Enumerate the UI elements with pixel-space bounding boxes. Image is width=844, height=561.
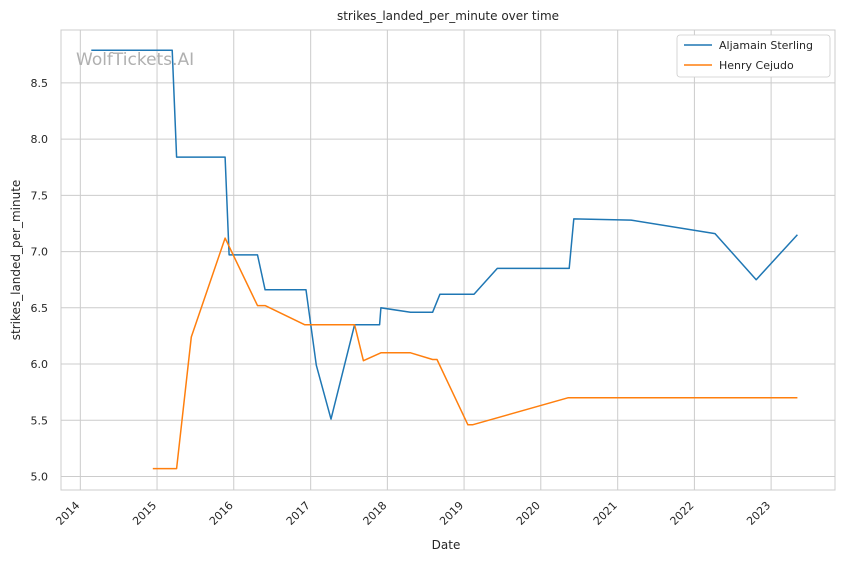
plot-frame <box>60 29 836 491</box>
y-tick-label: 8.0 <box>31 133 49 146</box>
series-line-aljamain-sterling <box>91 49 798 420</box>
x-tick-label: 2014 <box>53 499 82 528</box>
x-tick-label: 2015 <box>130 499 159 528</box>
x-tick-label: 2016 <box>207 499 236 528</box>
x-axis-label: Date <box>432 538 461 552</box>
grid-lines <box>61 30 835 490</box>
x-tick-label: 2019 <box>437 499 466 528</box>
legend-label-henry-cejudo: Henry Cejudo <box>719 59 794 72</box>
series-line-henry-cejudo <box>152 237 798 470</box>
x-tick-label: 2021 <box>591 499 620 528</box>
watermark-text: WolfTickets.AI <box>76 50 194 70</box>
y-axis-label: strikes_landed_per_minute <box>9 180 23 341</box>
y-tick-label: 7.0 <box>31 246 49 259</box>
y-tick-label: 6.5 <box>31 302 49 315</box>
chart-title: strikes_landed_per_minute over time <box>337 9 559 23</box>
y-tick-label: 6.0 <box>31 358 49 371</box>
x-tick-label: 2018 <box>361 499 390 528</box>
y-axis-ticks: 5.0 5.5 6.0 6.5 7.0 7.5 8.0 8.5 <box>31 77 49 484</box>
y-tick-label: 5.5 <box>31 414 49 427</box>
x-axis-ticks: 2014 2015 2016 2017 2018 2019 2020 2021 2022 2023 <box>53 499 773 528</box>
legend-box <box>676 34 831 78</box>
x-tick-label: 2020 <box>514 499 543 528</box>
legend: Aljamain Sterling Henry Cejudo <box>676 34 831 78</box>
x-tick-label: 2022 <box>668 499 697 528</box>
x-tick-label: 2017 <box>284 499 313 528</box>
legend-label-aljamain-sterling: Aljamain Sterling <box>719 39 813 52</box>
series-layer <box>91 49 798 470</box>
y-tick-label: 8.5 <box>31 77 49 90</box>
y-tick-label: 7.5 <box>31 189 49 202</box>
y-tick-label: 5.0 <box>31 471 49 484</box>
plot-background <box>61 30 835 490</box>
x-tick-label: 2023 <box>744 499 773 528</box>
